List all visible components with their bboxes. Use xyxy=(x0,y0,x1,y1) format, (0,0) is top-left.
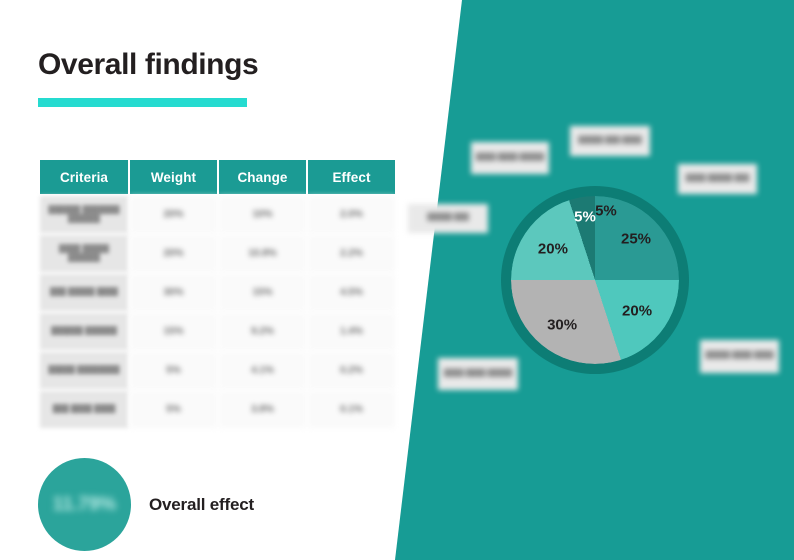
table-row: ███ █████ ████ 30% 15% 4.5% xyxy=(40,274,395,311)
pie-callout-label: ████ ████ █████ xyxy=(471,142,549,174)
table-cell-change: 10.8% xyxy=(219,235,306,272)
pie-disc xyxy=(511,196,679,364)
column-header-effect[interactable]: Effect xyxy=(308,160,395,194)
table-cell-effect: 0.2% xyxy=(308,352,395,389)
pie-chart xyxy=(501,186,689,374)
overall-effect-circle: 11.79% xyxy=(38,458,131,551)
table-cell-weight: 5% xyxy=(130,391,217,428)
table-cell-criteria: ███ ████ ████ xyxy=(40,391,128,428)
table-cell-criteria: ██████ ███████ ██████ xyxy=(40,196,128,233)
table-cell-effect: 2.2% xyxy=(308,235,395,272)
table-cell-effect: 1.4% xyxy=(308,313,395,350)
table-cell-criteria: ███ █████ ████ xyxy=(40,274,128,311)
pie-slice-label: 5% xyxy=(595,202,617,220)
pie-callout-label: █████ ████ ████ xyxy=(700,340,779,373)
title-block: Overall findings xyxy=(38,48,259,107)
pie-slice-label: 25% xyxy=(620,230,652,248)
table-cell-criteria: █████ ████████ xyxy=(40,352,128,389)
table-cell-weight: 20% xyxy=(130,235,217,272)
table-cell-change: 3.8% xyxy=(219,391,306,428)
table-row: █████ ████████ 5% 4.1% 0.2% xyxy=(40,352,395,389)
table-row: ██████ ███████ ██████ 20% 10% 2.0% xyxy=(40,196,395,233)
pie-slice-label: 20% xyxy=(622,302,653,320)
table-row: ███ ████ ████ 5% 3.8% 0.1% xyxy=(40,391,395,428)
table-cell-effect: 4.5% xyxy=(308,274,395,311)
table-cell-weight: 5% xyxy=(130,352,217,389)
accent-bar xyxy=(38,98,247,107)
overall-effect-badge: 11.79% Overall effect xyxy=(38,458,254,551)
table-cell-criteria: ██████ ██████ xyxy=(40,313,128,350)
table-cell-weight: 15% xyxy=(130,313,217,350)
pie-slice-label: 5% xyxy=(574,208,596,226)
pie-callout-label: ████ █████ ███ xyxy=(678,164,757,194)
table-cell-change: 15% xyxy=(219,274,306,311)
pie-slice-label: 20% xyxy=(537,240,568,258)
pie-callout-label: █████ ███ xyxy=(408,204,488,233)
pie-slice-label: 30% xyxy=(547,316,578,334)
table-row: ██████ ██████ 15% 9.2% 1.4% xyxy=(40,313,395,350)
column-header-weight[interactable]: Weight xyxy=(130,160,217,194)
table-cell-weight: 30% xyxy=(130,274,217,311)
overall-effect-value: 11.79% xyxy=(52,493,117,515)
table-cell-weight: 20% xyxy=(130,196,217,233)
pie-callout-label: █████ ███ ████ xyxy=(570,126,650,156)
table-cell-effect: 0.1% xyxy=(308,391,395,428)
table-header-row: Criteria Weight Change Effect xyxy=(40,160,395,194)
table-cell-change: 9.2% xyxy=(219,313,306,350)
overall-effect-label: Overall effect xyxy=(149,494,254,514)
table-row: ████ █████ ██████ 20% 10.8% 2.2% xyxy=(40,235,395,272)
table-cell-effect: 2.0% xyxy=(308,196,395,233)
findings-table: Criteria Weight Change Effect ██████ ███… xyxy=(38,158,397,430)
table-body: ██████ ███████ ██████ 20% 10% 2.0% ████ ████… xyxy=(40,196,395,428)
table-cell-change: 4.1% xyxy=(219,352,306,389)
column-header-criteria[interactable]: Criteria xyxy=(40,160,128,194)
column-header-change[interactable]: Change xyxy=(219,160,306,194)
pie-callout-label: ████ ████ █████ xyxy=(438,358,518,390)
page-title: Overall findings xyxy=(38,48,259,81)
table-cell-change: 10% xyxy=(219,196,306,233)
table-cell-criteria: ████ █████ ██████ xyxy=(40,235,128,272)
pie-slices xyxy=(511,196,679,364)
